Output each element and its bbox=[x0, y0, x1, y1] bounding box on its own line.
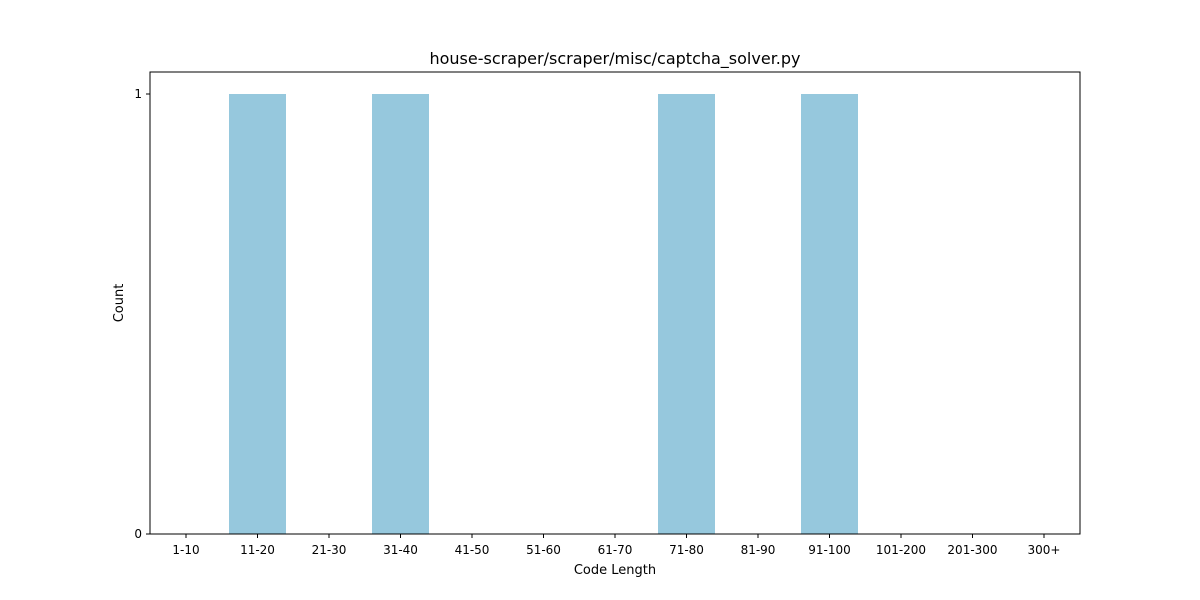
bar-11-20 bbox=[229, 94, 286, 534]
x-tick-label: 1-10 bbox=[172, 543, 199, 557]
chart-title: house-scraper/scraper/misc/captcha_solve… bbox=[429, 49, 800, 69]
x-tick-label: 71-80 bbox=[669, 543, 704, 557]
x-tick-label: 41-50 bbox=[455, 543, 490, 557]
y-axis-label: Count bbox=[112, 284, 127, 323]
x-tick-label: 31-40 bbox=[383, 543, 418, 557]
x-tick-label: 61-70 bbox=[598, 543, 633, 557]
plot-frame bbox=[149, 71, 1081, 535]
x-axis-label: Code Length bbox=[574, 563, 656, 578]
bar-91-100 bbox=[801, 94, 858, 534]
bar-71-80 bbox=[658, 94, 715, 534]
x-tick-label: 101-200 bbox=[876, 543, 926, 557]
x-tick-label: 300+ bbox=[1028, 543, 1061, 557]
x-tick-label: 11-20 bbox=[240, 543, 275, 557]
x-tick-label: 21-30 bbox=[312, 543, 347, 557]
y-tick-label: 0 bbox=[134, 527, 142, 541]
x-tick-label: 51-60 bbox=[526, 543, 561, 557]
y-ticks-group: 01 bbox=[134, 87, 150, 541]
bars-group bbox=[229, 94, 858, 534]
x-tick-label: 201-300 bbox=[947, 543, 997, 557]
y-tick-label: 1 bbox=[134, 87, 142, 101]
x-tick-label: 91-100 bbox=[808, 543, 851, 557]
bar-31-40 bbox=[372, 94, 429, 534]
x-tick-label: 81-90 bbox=[741, 543, 776, 557]
x-ticks-group: 1-10 11-20 21-30 31-40 41-50 51-60 61-70 71-80 8… bbox=[172, 534, 1060, 557]
